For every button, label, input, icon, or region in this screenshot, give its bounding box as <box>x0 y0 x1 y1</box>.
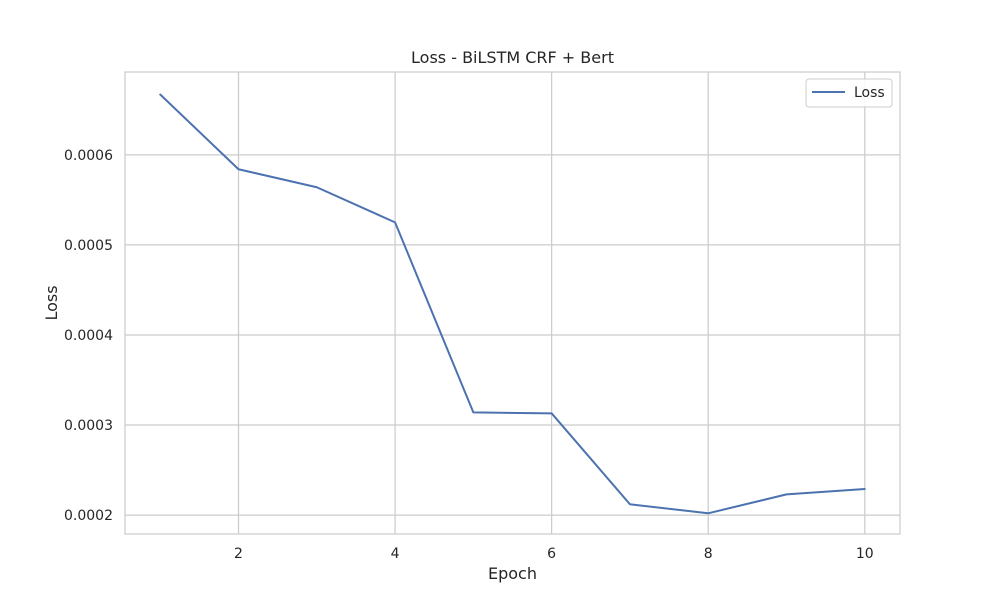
x-tick-label: 2 <box>234 546 243 562</box>
legend: Loss <box>805 78 893 108</box>
y-tick-label: 0.0004 <box>64 328 113 344</box>
x-tick-label: 8 <box>704 546 713 562</box>
chart-title: Loss - BiLSTM CRF + Bert <box>411 48 614 67</box>
series-layer <box>159 93 866 515</box>
series-line-loss <box>159 93 866 515</box>
y-axis-label: Loss <box>42 285 61 320</box>
grid <box>125 72 900 534</box>
x-tick-label: 4 <box>391 546 400 562</box>
x-axis-label: Epoch <box>488 564 537 583</box>
x-axis-ticks: 2 4 6 8 10 <box>234 546 874 562</box>
x-tick-label: 10 <box>856 546 874 562</box>
y-tick-label: 0.0005 <box>64 238 113 254</box>
y-axis-ticks: 0.0002 0.0003 0.0004 0.0005 0.0006 <box>64 148 113 524</box>
legend-label-loss: Loss <box>854 85 885 101</box>
x-tick-label: 6 <box>547 546 556 562</box>
y-tick-label: 0.0002 <box>64 508 113 524</box>
legend-box <box>805 78 893 108</box>
y-tick-label: 0.0006 <box>64 148 113 164</box>
y-tick-label: 0.0003 <box>64 418 113 434</box>
plot-frame <box>124 71 901 535</box>
